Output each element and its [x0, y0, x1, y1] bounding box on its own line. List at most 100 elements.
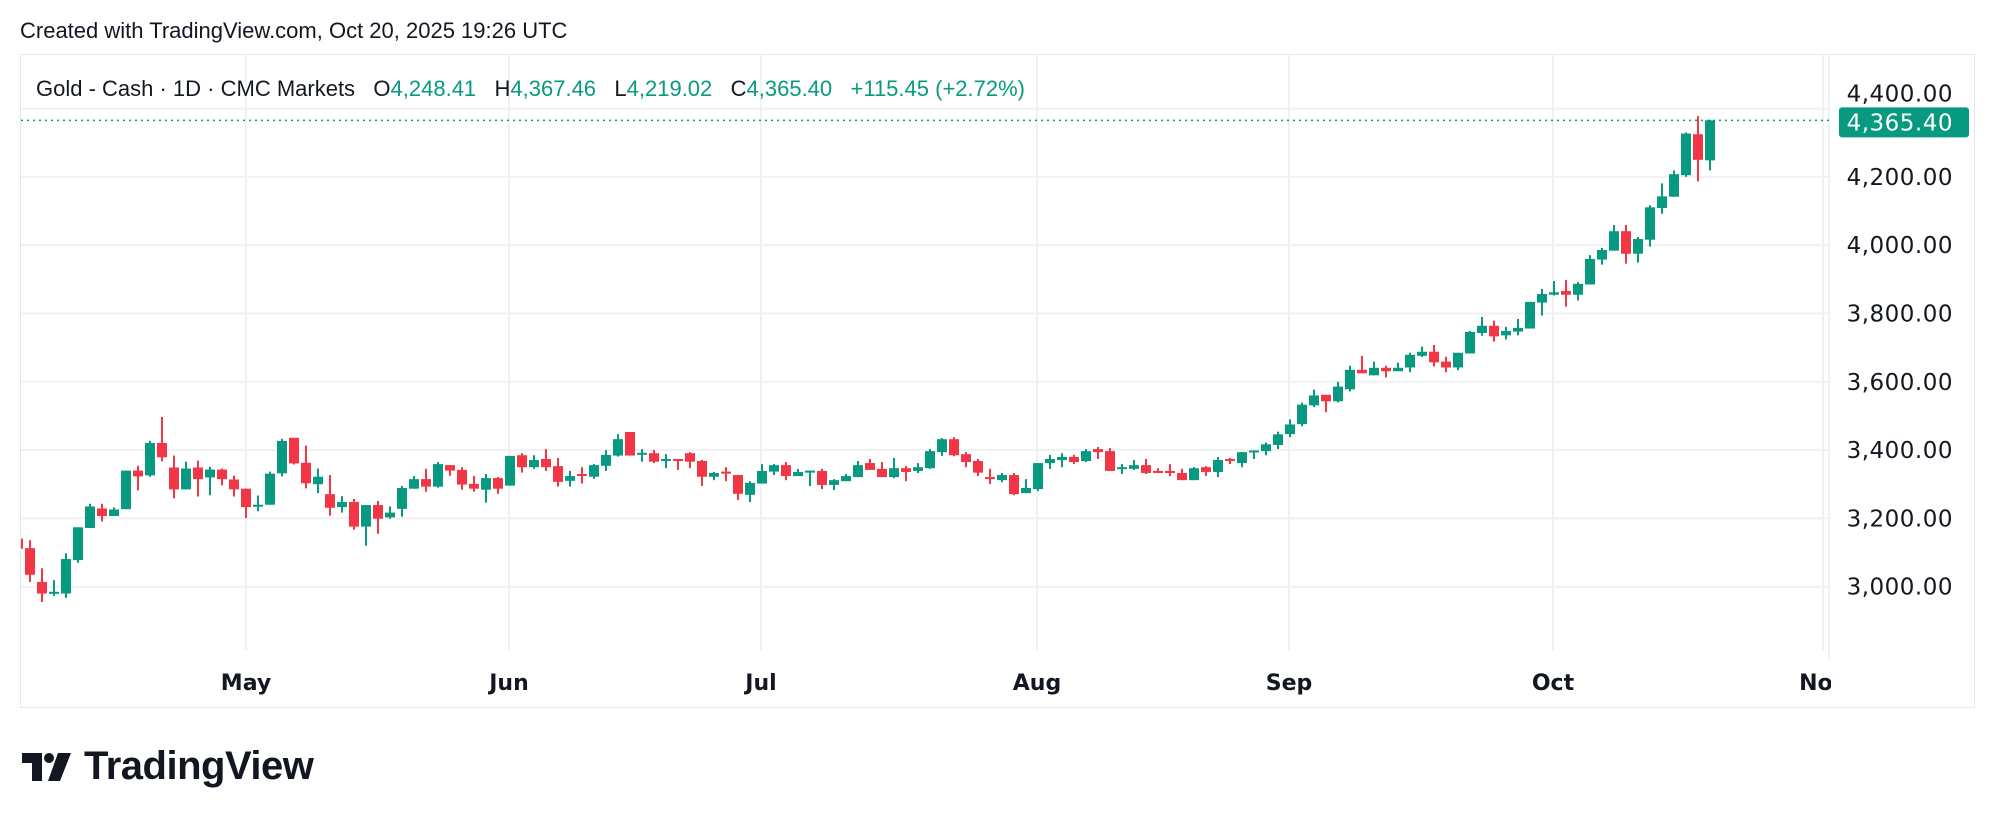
candle-down[interactable] — [865, 463, 875, 470]
candle-up[interactable] — [925, 451, 935, 469]
candle-up[interactable] — [277, 440, 287, 474]
candle-down[interactable] — [241, 488, 251, 508]
candle-up[interactable] — [757, 470, 767, 484]
candle-up[interactable] — [1129, 465, 1139, 469]
candle-down[interactable] — [457, 469, 467, 485]
candle-up[interactable] — [481, 478, 491, 490]
candle-down[interactable] — [985, 477, 995, 480]
candle-up[interactable] — [889, 468, 899, 478]
candle-up[interactable] — [505, 455, 515, 486]
candle-up[interactable] — [385, 512, 395, 518]
candle-up[interactable] — [565, 476, 575, 481]
candle-up[interactable] — [1057, 456, 1067, 461]
candle-up[interactable] — [1705, 120, 1715, 161]
candle-up[interactable] — [1285, 424, 1295, 435]
candle-up[interactable] — [769, 465, 779, 472]
candle-up[interactable] — [1681, 133, 1691, 176]
candle-down[interactable] — [1153, 470, 1163, 473]
candle-down[interactable] — [1357, 369, 1367, 374]
candle-down[interactable] — [37, 581, 47, 594]
candle-up[interactable] — [1345, 369, 1355, 390]
candle-up[interactable] — [1333, 386, 1343, 402]
candle-up[interactable] — [529, 460, 539, 468]
candle-up[interactable] — [601, 454, 611, 466]
candle-down[interactable] — [301, 462, 311, 484]
candle-down[interactable] — [1177, 472, 1187, 481]
candle-up[interactable] — [637, 452, 647, 455]
candle-up[interactable] — [121, 470, 131, 510]
candle-down[interactable] — [577, 474, 587, 477]
candle-up[interactable] — [109, 509, 119, 517]
candle-down[interactable] — [133, 470, 143, 477]
candle-up[interactable] — [1393, 367, 1403, 372]
candle-up[interactable] — [745, 482, 755, 495]
candle-up[interactable] — [1477, 325, 1487, 333]
candle-down[interactable] — [781, 465, 791, 477]
candle-up[interactable] — [1537, 294, 1547, 303]
candle-down[interactable] — [553, 466, 563, 482]
candle-up[interactable] — [1249, 450, 1259, 453]
candle-down[interactable] — [541, 458, 551, 468]
candle-down[interactable] — [973, 461, 983, 473]
candle-down[interactable] — [721, 471, 731, 474]
candle-down[interactable] — [445, 465, 455, 471]
candle-down[interactable] — [1321, 394, 1331, 402]
candle-up[interactable] — [589, 465, 599, 477]
candle-down[interactable] — [877, 468, 887, 478]
candle-down[interactable] — [1201, 467, 1211, 472]
candle-up[interactable] — [1033, 463, 1043, 490]
candle-up[interactable] — [265, 473, 275, 505]
candle-up[interactable] — [661, 458, 671, 461]
candle-up[interactable] — [1525, 301, 1535, 329]
candle-up[interactable] — [841, 476, 851, 482]
candle-down[interactable] — [1225, 458, 1235, 462]
candle-up[interactable] — [253, 504, 263, 507]
candle-up[interactable] — [1465, 331, 1475, 354]
candle-up[interactable] — [433, 464, 443, 487]
candle-down[interactable] — [349, 502, 359, 527]
candle-up[interactable] — [1213, 460, 1223, 472]
candle-up[interactable] — [1297, 404, 1307, 425]
candle-down[interactable] — [733, 475, 743, 494]
candle-up[interactable] — [205, 469, 215, 478]
candle-down[interactable] — [1561, 290, 1571, 295]
candle-up[interactable] — [829, 480, 839, 485]
candle-down[interactable] — [1069, 456, 1079, 463]
candle-down[interactable] — [1489, 325, 1499, 337]
candle-down[interactable] — [289, 437, 299, 464]
candle-down[interactable] — [517, 455, 527, 468]
candle-up[interactable] — [1117, 467, 1127, 470]
candle-up[interactable] — [1609, 231, 1619, 251]
candle-up[interactable] — [1513, 327, 1523, 332]
candle-up[interactable] — [1309, 395, 1319, 406]
candle-down[interactable] — [169, 467, 179, 490]
candle-up[interactable] — [1645, 207, 1655, 240]
tradingview-logo[interactable]: TradingView — [22, 744, 314, 789]
candle-up[interactable] — [61, 559, 71, 594]
candle-up[interactable] — [1453, 352, 1463, 368]
candle-down[interactable] — [1093, 449, 1103, 453]
candle-down[interactable] — [13, 538, 23, 549]
candle-up[interactable] — [85, 506, 95, 528]
candle-down[interactable] — [1141, 465, 1151, 473]
candle-down[interactable] — [469, 483, 479, 489]
candle-up[interactable] — [1573, 283, 1583, 295]
candle-down[interactable] — [949, 439, 959, 456]
candle-down[interactable] — [1009, 475, 1019, 495]
candle-up[interactable] — [1081, 451, 1091, 462]
candle-down[interactable] — [1441, 361, 1451, 368]
candle-up[interactable] — [181, 468, 191, 490]
candle-up[interactable] — [853, 465, 863, 478]
candle-up[interactable] — [397, 488, 407, 509]
candle-up[interactable] — [1549, 292, 1559, 295]
candle-up[interactable] — [1237, 452, 1247, 464]
candle-down[interactable] — [229, 479, 239, 490]
candle-down[interactable] — [1621, 231, 1631, 254]
candle-up[interactable] — [1369, 367, 1379, 376]
candle-down[interactable] — [817, 470, 827, 485]
candle-down[interactable] — [961, 454, 971, 463]
candle-down[interactable] — [217, 469, 227, 480]
candle-up[interactable] — [1405, 354, 1415, 368]
candle-up[interactable] — [1669, 174, 1679, 197]
